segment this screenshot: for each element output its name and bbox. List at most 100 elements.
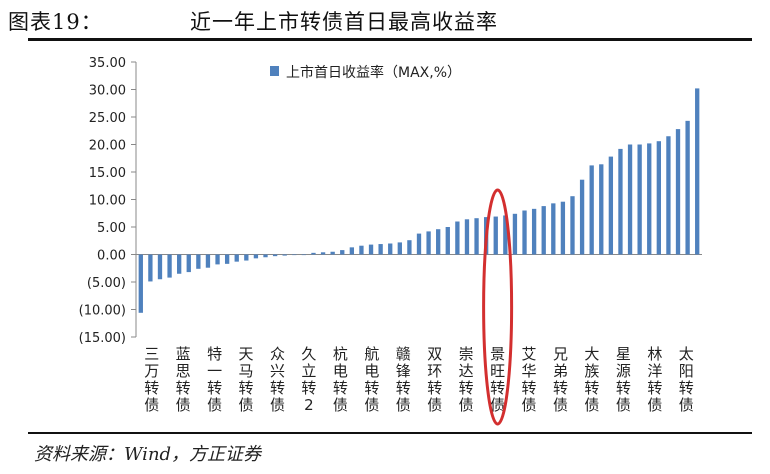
- bar: [282, 254, 287, 256]
- bar: [215, 254, 220, 265]
- bar: [464, 219, 470, 255]
- x-category-label: 大族转债: [584, 345, 599, 414]
- bar: [445, 227, 450, 255]
- bar: [167, 254, 172, 278]
- x-category-label: 杭电转债: [333, 345, 348, 414]
- bar: [531, 208, 537, 255]
- bottom-rule: [28, 432, 752, 434]
- bar: [234, 254, 239, 262]
- bar: [311, 252, 316, 255]
- x-category-label: 景旺转债: [490, 345, 505, 414]
- x-category-label: 赣锋转债: [396, 345, 411, 414]
- legend-label: 上市首日收益率（MAX,%）: [286, 64, 461, 81]
- x-category-label: 三万转债: [144, 345, 159, 414]
- y-tick-label: 15.00: [89, 166, 126, 181]
- bar: [599, 164, 604, 255]
- y-tick-label: 30.00: [89, 84, 126, 99]
- x-category-label: 久立转 2: [301, 345, 316, 414]
- bar: [368, 244, 374, 255]
- bar: [340, 250, 345, 255]
- bar: [416, 233, 422, 255]
- bar: [541, 206, 546, 255]
- bar: [138, 254, 143, 313]
- legend: 上市首日收益率（MAX,%）: [270, 64, 461, 81]
- bar: [589, 165, 594, 255]
- bar: [474, 218, 479, 255]
- y-tick-label: 10.00: [89, 194, 126, 209]
- bar: [388, 243, 393, 255]
- bar: [522, 210, 527, 255]
- bar: [397, 242, 402, 255]
- y-tick-label: 35.00: [89, 56, 126, 71]
- bar: [186, 254, 191, 273]
- x-category-label: 太阳转债: [679, 345, 694, 414]
- bar: [263, 254, 268, 258]
- bar: [436, 229, 441, 255]
- y-tick-label: (15.00): [79, 331, 126, 346]
- y-tick-label: 5.00: [97, 221, 126, 236]
- y-tick-label: (5.00): [87, 276, 126, 291]
- x-category-label: 崇达转债: [459, 345, 474, 414]
- bar: [608, 156, 614, 255]
- bar: [685, 120, 690, 255]
- highlight-ellipse: [482, 188, 514, 426]
- x-category-label: 天马转债: [239, 345, 254, 414]
- bar: [301, 254, 307, 256]
- x-category-label: 星源转债: [616, 345, 631, 414]
- bar: [675, 129, 681, 255]
- bar: [627, 144, 633, 255]
- y-tick-label: (10.00): [79, 304, 126, 319]
- bar: [656, 141, 661, 255]
- bar: [426, 231, 431, 255]
- bar: [148, 254, 153, 282]
- x-category-label: 林洋转债: [647, 345, 662, 414]
- x-category-label: 航电转债: [364, 345, 379, 414]
- bar: [359, 245, 364, 255]
- bar: [253, 254, 259, 259]
- bar: [292, 254, 297, 256]
- bar: [378, 244, 383, 255]
- bar: [196, 254, 201, 269]
- figure-title: 近一年上市转债首日最高收益率: [190, 10, 498, 34]
- bar: [224, 254, 230, 264]
- x-category-label: 众兴转债: [270, 345, 285, 414]
- bar: [349, 247, 355, 255]
- bar: [272, 254, 278, 257]
- x-category-label: 蓝思转债: [176, 345, 191, 414]
- bar: [512, 213, 518, 255]
- bar: [503, 215, 508, 255]
- x-category-label: 兄弟转债: [553, 345, 568, 414]
- source-note: 资料来源：Wind，方正证券: [34, 444, 262, 465]
- bar: [177, 254, 182, 274]
- x-category-label: 艾华转债: [522, 345, 537, 414]
- x-category-label: 特一转债: [207, 345, 222, 414]
- y-axis: 35.00 30.00 25.00 20.00 15.00 10.00 5.00 0.00 (5…: [79, 56, 702, 346]
- x-axis-labels: 三万转债 蓝思转债 特一转债 天马转债 众兴转债 久立转 2 杭电转债 航电转债 赣锋转债 双环转债…: [144, 345, 694, 414]
- bars: [138, 88, 700, 313]
- bar: [647, 143, 652, 255]
- y-tick-label: 0.00: [97, 249, 126, 264]
- y-tick-label: 25.00: [89, 111, 126, 126]
- bar: [618, 148, 623, 255]
- bar: [330, 251, 335, 255]
- y-tick-label: 20.00: [89, 139, 126, 154]
- top-rule: [28, 38, 752, 41]
- bar: [157, 254, 163, 280]
- bar: [455, 221, 460, 255]
- bar: [205, 254, 211, 268]
- bar: [407, 240, 412, 255]
- bar: [320, 252, 326, 255]
- bar: [695, 88, 700, 255]
- bar: [551, 203, 556, 255]
- bar: [244, 254, 249, 261]
- bar: [493, 216, 498, 255]
- bar: [666, 136, 671, 255]
- bar: [560, 201, 566, 255]
- bar: [637, 144, 642, 255]
- bar: [570, 196, 575, 255]
- legend-swatch: [270, 66, 279, 76]
- figure-label: 图表19：: [8, 10, 103, 34]
- bar: [579, 179, 585, 255]
- x-category-label: 双环转债: [427, 345, 442, 414]
